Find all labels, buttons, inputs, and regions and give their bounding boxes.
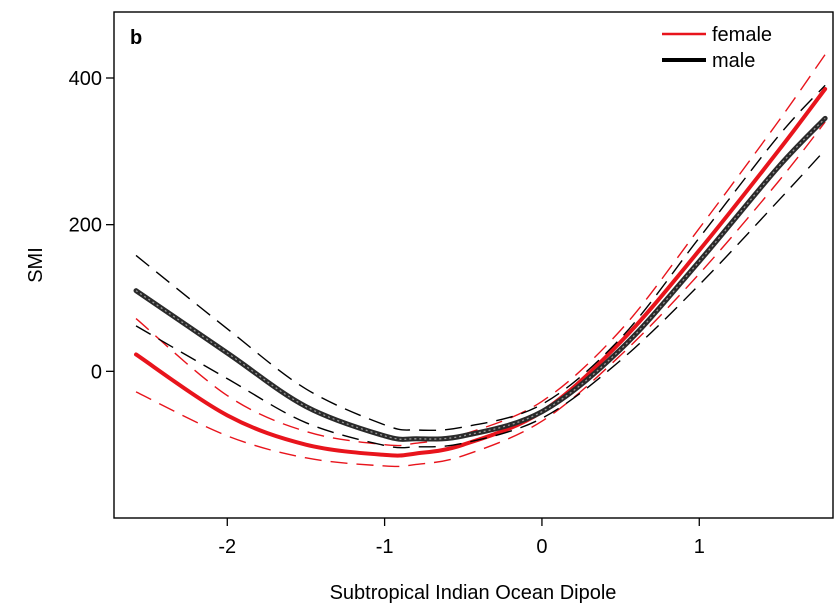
series-female-ci-upper — [135, 54, 826, 447]
x-tick-label: -1 — [376, 536, 394, 558]
x-tick-label: -2 — [218, 536, 236, 558]
x-axis-title: Subtropical Indian Ocean Dipole — [330, 582, 617, 604]
x-tick-label: 1 — [694, 536, 705, 558]
series-female-ci-lower — [135, 121, 826, 468]
series-layer — [133, 54, 828, 468]
y-tick-label: 400 — [69, 68, 102, 90]
plot-frame — [113, 11, 834, 519]
panel-label: b — [130, 27, 142, 49]
y-tick-label: 200 — [69, 215, 102, 237]
y-axis-title: SMI — [25, 247, 47, 283]
x-tick-label: 0 — [536, 536, 547, 558]
y-axis: 0 200 400 — [69, 68, 114, 383]
series-male-ci-upper — [135, 84, 826, 432]
series-male-line-highlight — [135, 117, 826, 440]
x-axis: -2 -1 0 1 — [218, 518, 705, 558]
series-female-line — [134, 87, 828, 458]
legend-label-male: male — [712, 50, 755, 72]
legend: female male — [662, 24, 772, 72]
y-tick-label: 0 — [91, 361, 102, 383]
series-male-ci-lower — [135, 149, 826, 449]
legend-label-female: female — [712, 24, 772, 46]
series-male-line — [133, 115, 828, 442]
